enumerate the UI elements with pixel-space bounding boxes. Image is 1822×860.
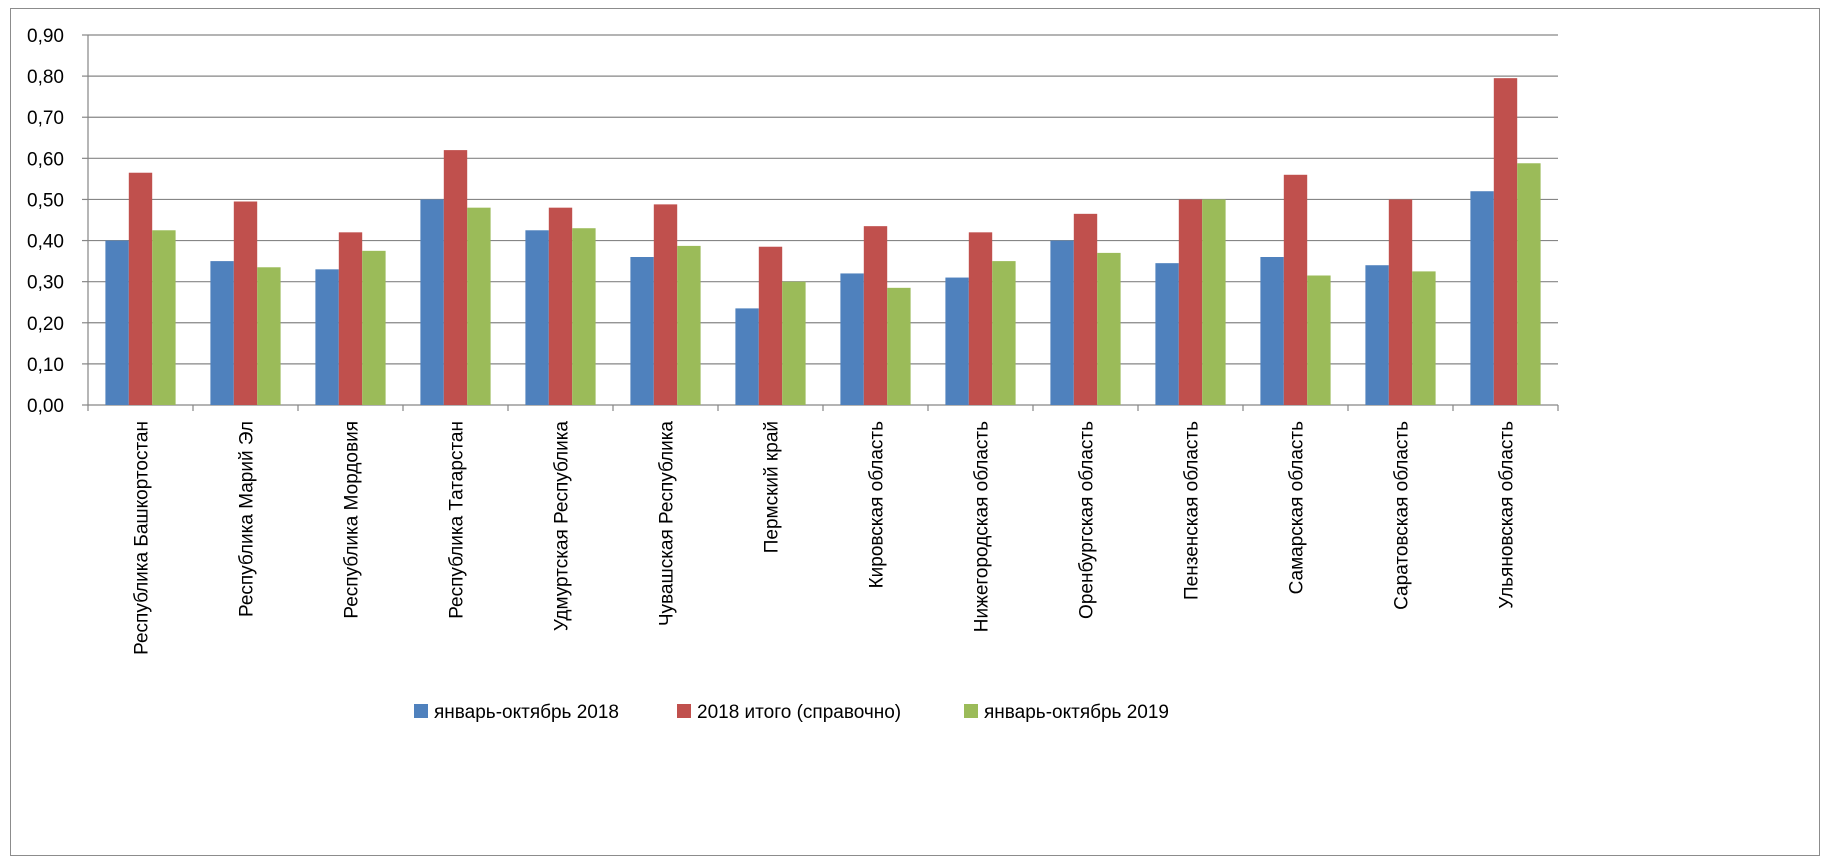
category-label: Республика Мордовия: [342, 421, 363, 619]
bar: [1388, 199, 1413, 405]
bar: [677, 245, 701, 405]
bar: [863, 226, 888, 405]
bar: [210, 261, 234, 405]
bar: [315, 269, 339, 405]
bar: [233, 201, 258, 405]
bar: [782, 281, 806, 405]
y-tick-label: 0,90: [27, 26, 64, 47]
category-label: Оренбургская область: [1077, 421, 1098, 619]
tick-labels: 0,00 0,10 0,20 0,30 0,40 0,50 0,60 0,70 0,80 0,90…: [27, 26, 1517, 655]
y-tick-label: 0,20: [27, 314, 64, 335]
category-label: Саратовская область: [1392, 421, 1413, 610]
bar: [1073, 213, 1098, 405]
bars: [105, 78, 1541, 406]
bar: [1365, 265, 1389, 405]
legend-label: январь-октябрь 2019: [984, 702, 1169, 723]
category-label: Республика Татарстан: [447, 421, 468, 619]
y-tick-label: 0,30: [27, 273, 64, 294]
bar: [1178, 199, 1203, 405]
bar: [735, 308, 759, 405]
bar: [338, 232, 363, 405]
bar: [945, 277, 969, 405]
bar: [105, 240, 129, 405]
y-tick-label: 0,70: [27, 108, 64, 129]
bar: [653, 204, 678, 405]
bar: [362, 250, 386, 405]
category-label: Республика Марий Эл: [237, 421, 258, 617]
bar: [1097, 252, 1121, 405]
category-label: Пермский край: [762, 421, 783, 553]
y-tick-label: 0,00: [27, 396, 64, 417]
category-label: Самарская область: [1287, 421, 1308, 595]
bar: [758, 246, 783, 405]
category-label: Удмуртская Республика: [552, 421, 573, 632]
y-tick-label: 0,80: [27, 67, 64, 88]
gridlines: [88, 34, 1558, 365]
bar: [1517, 163, 1541, 405]
y-tick-label: 0,60: [27, 149, 64, 170]
bar: [525, 230, 549, 405]
legend-swatch: [964, 704, 978, 718]
axes: [82, 34, 1559, 411]
bar: [1260, 257, 1284, 405]
bar: [887, 287, 911, 405]
y-tick-label: 0,50: [27, 190, 64, 211]
bar: [1283, 174, 1308, 405]
bar: [128, 172, 153, 405]
bar: [992, 261, 1016, 405]
chart-frame: [10, 8, 1820, 856]
bar: [630, 257, 654, 405]
bar: [572, 228, 596, 405]
bar: [443, 150, 468, 405]
bar: [1493, 78, 1518, 406]
legend-label: январь-октябрь 2018: [434, 702, 619, 723]
category-label: Пензенская область: [1182, 421, 1203, 600]
bar: [1155, 263, 1179, 405]
bar: [1050, 240, 1074, 405]
bar: [257, 267, 281, 405]
bar: [1307, 275, 1331, 405]
category-label: Нижегородская область: [972, 421, 993, 632]
bar: [467, 207, 491, 405]
bar: [1470, 191, 1494, 405]
bar: [1412, 271, 1436, 405]
bar: [968, 232, 993, 405]
bar: [1202, 199, 1226, 405]
category-label: Республика Башкортостан: [132, 421, 153, 655]
bar: [420, 199, 444, 405]
legend: январь-октябрь 2018 2018 итого (справочно…: [414, 702, 1169, 723]
bar: [152, 230, 176, 405]
category-label: Ульяновская область: [1497, 421, 1518, 609]
category-label: Чувашская Республика: [657, 421, 678, 627]
bar: [840, 273, 864, 405]
y-tick-label: 0,10: [27, 355, 64, 376]
category-label: Кировская область: [867, 421, 888, 589]
legend-swatch: [677, 704, 691, 718]
legend-swatch: [414, 704, 428, 718]
legend-label: 2018 итого (справочно): [697, 702, 901, 723]
bar: [548, 207, 573, 405]
y-tick-label: 0,40: [27, 232, 64, 253]
